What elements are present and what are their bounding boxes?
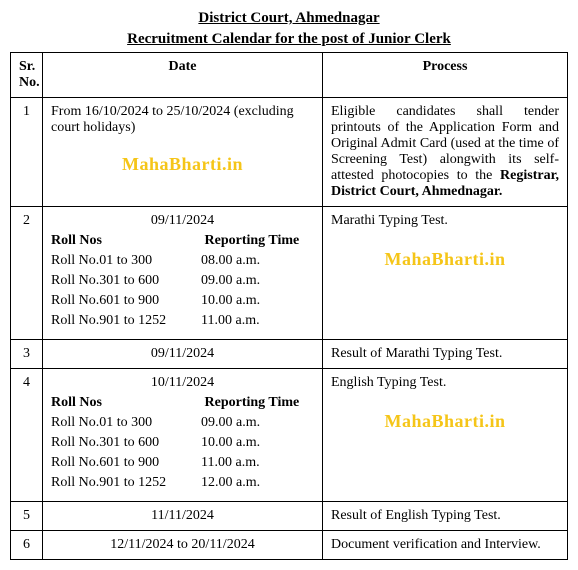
cell-date: 12/11/2024 to 20/11/2024 xyxy=(43,531,323,560)
cell-date: 09/11/2024 xyxy=(43,340,323,369)
roll-range: Roll No.301 to 600 xyxy=(51,435,201,451)
col-date: Date xyxy=(43,53,323,98)
table-row: 2 09/11/2024 Roll Nos Reporting Time Rol… xyxy=(11,207,568,340)
page-title-line2: Recruitment Calendar for the post of Jun… xyxy=(10,31,568,48)
report-time: 11.00 a.m. xyxy=(201,313,260,329)
schedule-row: Roll No.301 to 60010.00 a.m. xyxy=(51,435,314,451)
process-text: English Typing Test. xyxy=(331,375,446,390)
schedule-row: Roll No.601 to 90011.00 a.m. xyxy=(51,455,314,471)
report-time: 10.00 a.m. xyxy=(201,435,260,451)
schedule-row: Roll No.601 to 90010.00 a.m. xyxy=(51,293,314,309)
report-time: 08.00 a.m. xyxy=(201,253,260,269)
cell-process: Result of English Typing Test. xyxy=(323,502,568,531)
schedule-row: Roll No.901 to 125211.00 a.m. xyxy=(51,313,314,329)
cell-process: English Typing Test. MahaBharti.in xyxy=(323,369,568,502)
cell-process: Marathi Typing Test. MahaBharti.in xyxy=(323,207,568,340)
cell-sr: 2 xyxy=(11,207,43,340)
watermark: MahaBharti.in xyxy=(384,411,505,431)
page-title-line1: District Court, Ahmednagar xyxy=(10,10,568,27)
watermark: MahaBharti.in xyxy=(122,154,243,174)
report-time: 09.00 a.m. xyxy=(201,415,260,431)
roll-range: Roll No.601 to 900 xyxy=(51,293,201,309)
cell-sr: 6 xyxy=(11,531,43,560)
cell-date: 09/11/2024 Roll Nos Reporting Time Roll … xyxy=(43,207,323,340)
cell-date: From 16/10/2024 to 25/10/2024 (excluding… xyxy=(43,98,323,207)
table-row: 6 12/11/2024 to 20/11/2024 Document veri… xyxy=(11,531,568,560)
table-head-row: Sr. No. Date Process xyxy=(11,53,568,98)
table-row: 1 From 16/10/2024 to 25/10/2024 (excludi… xyxy=(11,98,568,207)
cell-process: Document verification and Interview. xyxy=(323,531,568,560)
sub-col-rollnos: Roll Nos xyxy=(51,395,201,411)
table-row: 3 09/11/2024 Result of Marathi Typing Te… xyxy=(11,340,568,369)
schedule-row: Roll No.901 to 125212.00 a.m. xyxy=(51,475,314,491)
cell-process: Eligible candidates shall tender printou… xyxy=(323,98,568,207)
cell-date: 10/11/2024 Roll Nos Reporting Time Roll … xyxy=(43,369,323,502)
cell-date: 11/11/2024 xyxy=(43,502,323,531)
report-time: 12.00 a.m. xyxy=(201,475,260,491)
table-row: 4 10/11/2024 Roll Nos Reporting Time Rol… xyxy=(11,369,568,502)
roll-range: Roll No.301 to 600 xyxy=(51,273,201,289)
roll-range: Roll No.01 to 300 xyxy=(51,253,201,269)
report-time: 11.00 a.m. xyxy=(201,455,260,471)
report-time: 10.00 a.m. xyxy=(201,293,260,309)
col-process: Process xyxy=(323,53,568,98)
schedule-row: Roll No.01 to 30009.00 a.m. xyxy=(51,415,314,431)
schedule-row: Roll No.01 to 30008.00 a.m. xyxy=(51,253,314,269)
roll-range: Roll No.01 to 300 xyxy=(51,415,201,431)
roll-range: Roll No.901 to 1252 xyxy=(51,313,201,329)
date-text: From 16/10/2024 to 25/10/2024 (excluding… xyxy=(51,104,294,135)
roll-range: Roll No.601 to 900 xyxy=(51,455,201,471)
table-row: 5 11/11/2024 Result of English Typing Te… xyxy=(11,502,568,531)
date-text: 09/11/2024 xyxy=(51,213,314,229)
process-text: Marathi Typing Test. xyxy=(331,213,448,228)
recruitment-table: Sr. No. Date Process 1 From 16/10/2024 t… xyxy=(10,52,568,560)
cell-process: Result of Marathi Typing Test. xyxy=(323,340,568,369)
sub-col-rollnos: Roll Nos xyxy=(51,233,201,249)
date-text: 10/11/2024 xyxy=(51,375,314,391)
col-sr: Sr. No. xyxy=(11,53,43,98)
cell-sr: 3 xyxy=(11,340,43,369)
roll-range: Roll No.901 to 1252 xyxy=(51,475,201,491)
sub-col-time: Reporting Time xyxy=(205,233,300,249)
report-time: 09.00 a.m. xyxy=(201,273,260,289)
cell-sr: 5 xyxy=(11,502,43,531)
sub-col-time: Reporting Time xyxy=(205,395,300,411)
cell-sr: 1 xyxy=(11,98,43,207)
watermark: MahaBharti.in xyxy=(384,249,505,269)
schedule-row: Roll No.301 to 60009.00 a.m. xyxy=(51,273,314,289)
cell-sr: 4 xyxy=(11,369,43,502)
